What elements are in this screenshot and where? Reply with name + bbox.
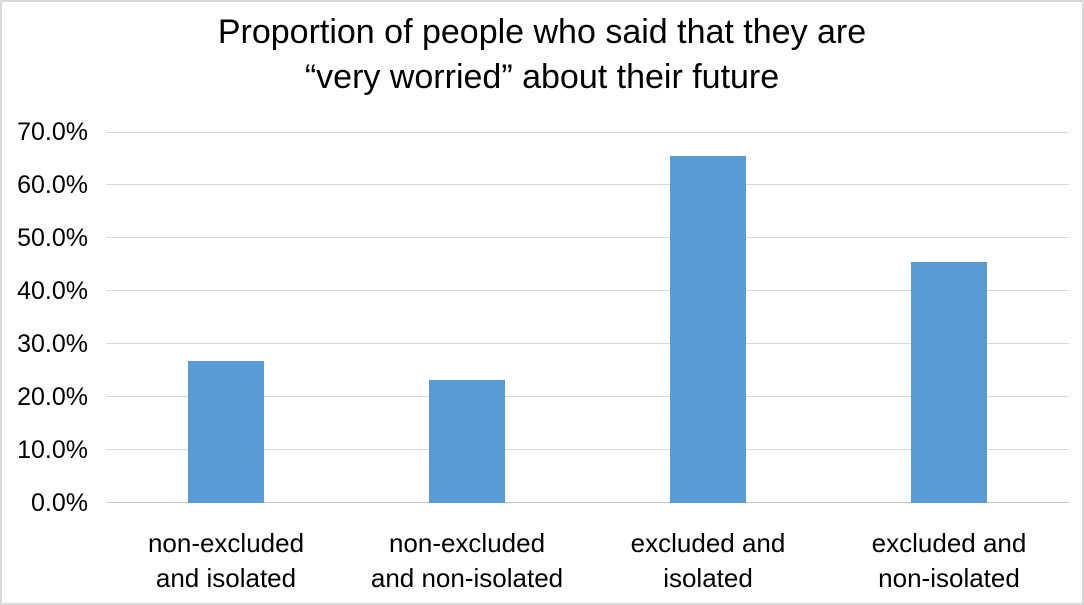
y-tick-label: 10.0% xyxy=(17,436,88,464)
bar-excluded-and-isolated xyxy=(670,156,746,503)
x-category-label-line: non-excluded xyxy=(388,528,546,558)
bar-non-excluded-and-non-isolated xyxy=(429,380,505,503)
gridline xyxy=(106,237,1069,238)
y-tick-label: 0.0% xyxy=(31,489,88,517)
gridline xyxy=(106,290,1069,291)
bar-non-excluded-and-isolated xyxy=(188,361,264,503)
x-category-label: non-excluded and non-isolated xyxy=(337,526,597,596)
x-category-label-line: non-isolated xyxy=(878,563,1020,593)
y-tick-label: 20.0% xyxy=(17,383,88,411)
x-category-label-line: excluded and xyxy=(630,528,786,558)
plot-area xyxy=(106,132,1069,503)
gridline xyxy=(106,132,1069,133)
y-tick-label: 30.0% xyxy=(17,330,88,358)
x-category-label-line: isolated xyxy=(663,563,753,593)
x-category-label-line: and non-isolated xyxy=(370,563,564,593)
gridline xyxy=(106,396,1069,397)
y-tick-label: 50.0% xyxy=(17,224,88,252)
x-category-label-line: excluded and xyxy=(871,528,1027,558)
x-category-label: non-excluded and isolated xyxy=(96,526,356,596)
gridline xyxy=(106,184,1069,185)
chart-title: Proportion of people who said that they … xyxy=(2,10,1082,100)
chart-title-line-2: “very worried” about their future xyxy=(304,58,780,96)
chart-title-line-1: Proportion of people who said that they … xyxy=(217,13,867,51)
y-tick-label: 70.0% xyxy=(17,118,88,146)
y-tick-label: 40.0% xyxy=(17,277,88,305)
y-tick-label: 60.0% xyxy=(17,171,88,199)
x-category-label-line: and isolated xyxy=(155,563,297,593)
x-category-label: excluded and non-isolated xyxy=(819,526,1079,596)
gridline xyxy=(106,449,1069,450)
x-category-label: excluded and isolated xyxy=(578,526,838,596)
x-axis-line xyxy=(106,502,1069,503)
bar-excluded-and-non-isolated xyxy=(911,262,987,503)
gridline xyxy=(106,343,1069,344)
x-category-label-line: non-excluded xyxy=(147,528,305,558)
